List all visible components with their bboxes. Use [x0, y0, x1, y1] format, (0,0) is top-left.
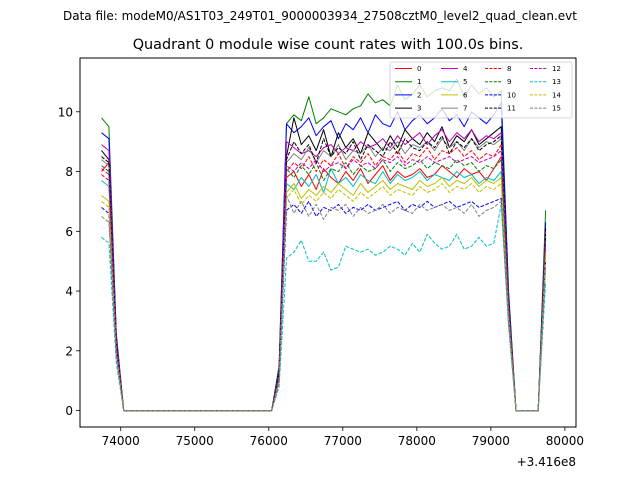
series-line-10 [101, 197, 547, 412]
y-tick-label: 8 [65, 165, 73, 179]
series-line-8 [101, 144, 547, 412]
x-tick-label: 79000 [472, 434, 510, 448]
legend-frame [389, 61, 573, 119]
suptitle: Data file: modeM0/AS1T03_249T01_90000039… [63, 9, 577, 23]
legend-label-15: 15 [552, 105, 561, 113]
x-offset-text: +3.416e8 [517, 455, 576, 469]
legend-label-10: 10 [507, 91, 516, 99]
x-tick-label: 78000 [398, 434, 436, 448]
series-line-13 [101, 203, 547, 412]
legend-label-11: 11 [507, 105, 516, 113]
series-line-5 [101, 168, 547, 412]
legend-label-5: 5 [463, 78, 467, 86]
legend-label-14: 14 [552, 91, 561, 99]
x-ticks: 74000 75000 76000 77000 78000 79000 80000 [102, 427, 584, 448]
y-tick-label: 0 [65, 404, 73, 418]
chart-title: Quadrant 0 module wise count rates with … [133, 37, 524, 53]
series-line-15 [101, 194, 547, 412]
series-line-3 [101, 117, 547, 412]
legend-label-6: 6 [463, 91, 468, 99]
series-layer [101, 78, 547, 412]
series-line-14 [101, 183, 547, 412]
series-line-2 [101, 102, 547, 412]
series-line-6 [101, 177, 547, 412]
series-line-1 [101, 78, 547, 412]
legend-label-9: 9 [507, 78, 511, 86]
legend-label-0: 0 [417, 65, 421, 73]
legend-label-2: 2 [417, 91, 421, 99]
x-tick-label: 80000 [546, 434, 584, 448]
series-line-11 [101, 135, 547, 412]
y-tick-label: 4 [65, 285, 73, 299]
series-line-7 [101, 138, 547, 412]
legend-label-1: 1 [417, 78, 421, 86]
plot-area: 74000 75000 76000 77000 78000 79000 80000 0 2 4 6… [58, 57, 584, 448]
series-line-9 [101, 159, 547, 412]
legend-label-3: 3 [417, 105, 421, 113]
series-line-12 [101, 150, 547, 412]
legend-label-13: 13 [552, 78, 561, 86]
x-tick-label: 74000 [102, 434, 140, 448]
x-tick-label: 77000 [324, 434, 362, 448]
legend-label-12: 12 [552, 65, 561, 73]
legend-label-7: 7 [463, 105, 467, 113]
series-line-0 [101, 156, 547, 412]
legend-label-4: 4 [463, 65, 468, 73]
y-tick-label: 2 [65, 344, 73, 358]
axes-frame [79, 57, 577, 428]
y-tick-label: 10 [58, 105, 73, 119]
x-tick-label: 76000 [250, 434, 288, 448]
x-tick-label: 75000 [176, 434, 214, 448]
y-tick-label: 6 [65, 225, 73, 239]
y-ticks: 0 2 4 6 8 10 [58, 105, 80, 418]
legend-label-8: 8 [507, 65, 511, 73]
